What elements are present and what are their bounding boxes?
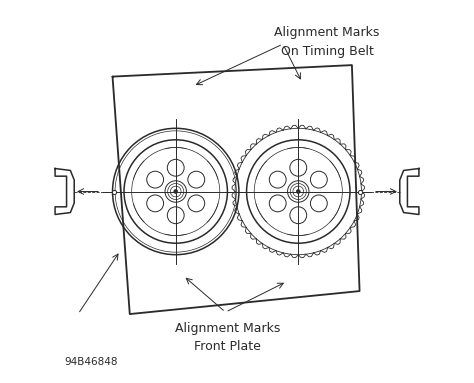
Circle shape (290, 159, 307, 176)
Circle shape (188, 171, 205, 188)
Text: Alignment Marks: Alignment Marks (274, 26, 380, 39)
Circle shape (147, 171, 164, 188)
Circle shape (269, 171, 286, 188)
Circle shape (296, 190, 300, 193)
Text: On Timing Belt: On Timing Belt (281, 45, 374, 58)
Circle shape (310, 171, 327, 188)
Circle shape (290, 207, 307, 224)
Circle shape (310, 195, 327, 212)
Circle shape (174, 190, 178, 193)
Text: 94B46848: 94B46848 (64, 357, 118, 367)
Circle shape (288, 181, 309, 202)
Text: Front Plate: Front Plate (194, 340, 261, 353)
Circle shape (147, 195, 164, 212)
Circle shape (165, 181, 186, 202)
Text: Alignment Marks: Alignment Marks (175, 322, 280, 335)
Circle shape (269, 195, 286, 212)
Circle shape (188, 195, 205, 212)
Circle shape (167, 207, 184, 224)
Circle shape (167, 159, 184, 176)
